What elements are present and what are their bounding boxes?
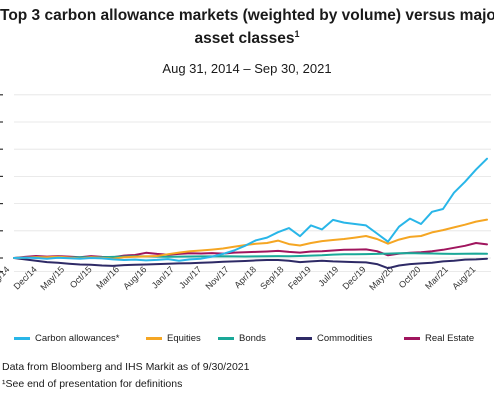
x-tick-label: Aug/16 — [121, 264, 148, 291]
x-tick-label: May/15 — [38, 264, 66, 292]
x-tick-label: Dec/19 — [341, 264, 368, 291]
series-line-carbon-allowances — [13, 157, 488, 262]
legend-label: Real Estate — [425, 333, 475, 344]
grid-lines — [14, 94, 491, 273]
chart-subtitle: Aug 31, 2014 – Sep 30, 2021 — [162, 61, 332, 76]
x-tick-label: Aug/21 — [450, 264, 477, 291]
x-tick-label: Oct/20 — [397, 264, 423, 290]
footnote-source: Data from Bloomberg and IHS Markit as of… — [2, 361, 250, 373]
x-tick-label: Oct/15 — [68, 264, 94, 290]
x-tick-label: Nov/17 — [203, 264, 230, 291]
legend-label: Carbon allowances* — [35, 333, 120, 344]
x-tick-label: Jul/19 — [316, 264, 340, 288]
x-tick-label: Sep/18 — [258, 264, 285, 291]
legend-item: Commodities — [296, 333, 372, 344]
legend-swatch — [146, 337, 162, 340]
legend: Carbon allowances* Equities Bonds Commoditi… — [14, 333, 494, 349]
x-tick-label: Apr/18 — [232, 264, 258, 290]
legend-item: Equities — [146, 333, 201, 344]
x-tick-label: Jan/17 — [150, 264, 176, 290]
legend-item: Real Estate — [404, 333, 474, 344]
legend-label: Equities — [167, 333, 201, 344]
legend-item: Carbon allowances* — [14, 333, 120, 344]
chart-title: Top 3 carbon allowance markets (weighted… — [0, 6, 494, 48]
legend-item: Bonds — [218, 333, 266, 344]
x-tick-label: Jun/17 — [177, 264, 203, 290]
title-superscript: 1 — [294, 29, 300, 39]
x-tick-label: Mar/16 — [94, 264, 121, 291]
series-line-commodities — [13, 257, 488, 270]
legend-label: Commodities — [317, 333, 373, 344]
legend-swatch — [296, 337, 312, 340]
x-tick-label: May/20 — [367, 264, 395, 292]
x-tick-label: Aug/14 — [0, 264, 11, 291]
legend-swatch — [218, 337, 234, 340]
legend-swatch — [404, 337, 420, 340]
x-tick-label: Dec/14 — [12, 264, 39, 291]
legend-label: Bonds — [239, 333, 266, 344]
title-line-1: Top 3 carbon allowance markets (weighted… — [0, 7, 494, 24]
title-line-2-text: asset classes — [194, 30, 295, 48]
x-tick-label: Feb/19 — [286, 264, 313, 291]
footnote-definitions: ¹See end of presentation for definitions — [2, 378, 183, 390]
legend-swatch — [14, 337, 30, 340]
series-lines — [13, 157, 488, 270]
x-axis-tick-labels: Aug/14 Dec/14 May/15 Oct/15 Mar/16 Aug/16 Jan/… — [0, 264, 477, 292]
x-tick-label: Mar/21 — [423, 264, 450, 291]
title-line-2: asset classes1 — [0, 25, 494, 48]
y-axis-ticks — [0, 94, 3, 273]
